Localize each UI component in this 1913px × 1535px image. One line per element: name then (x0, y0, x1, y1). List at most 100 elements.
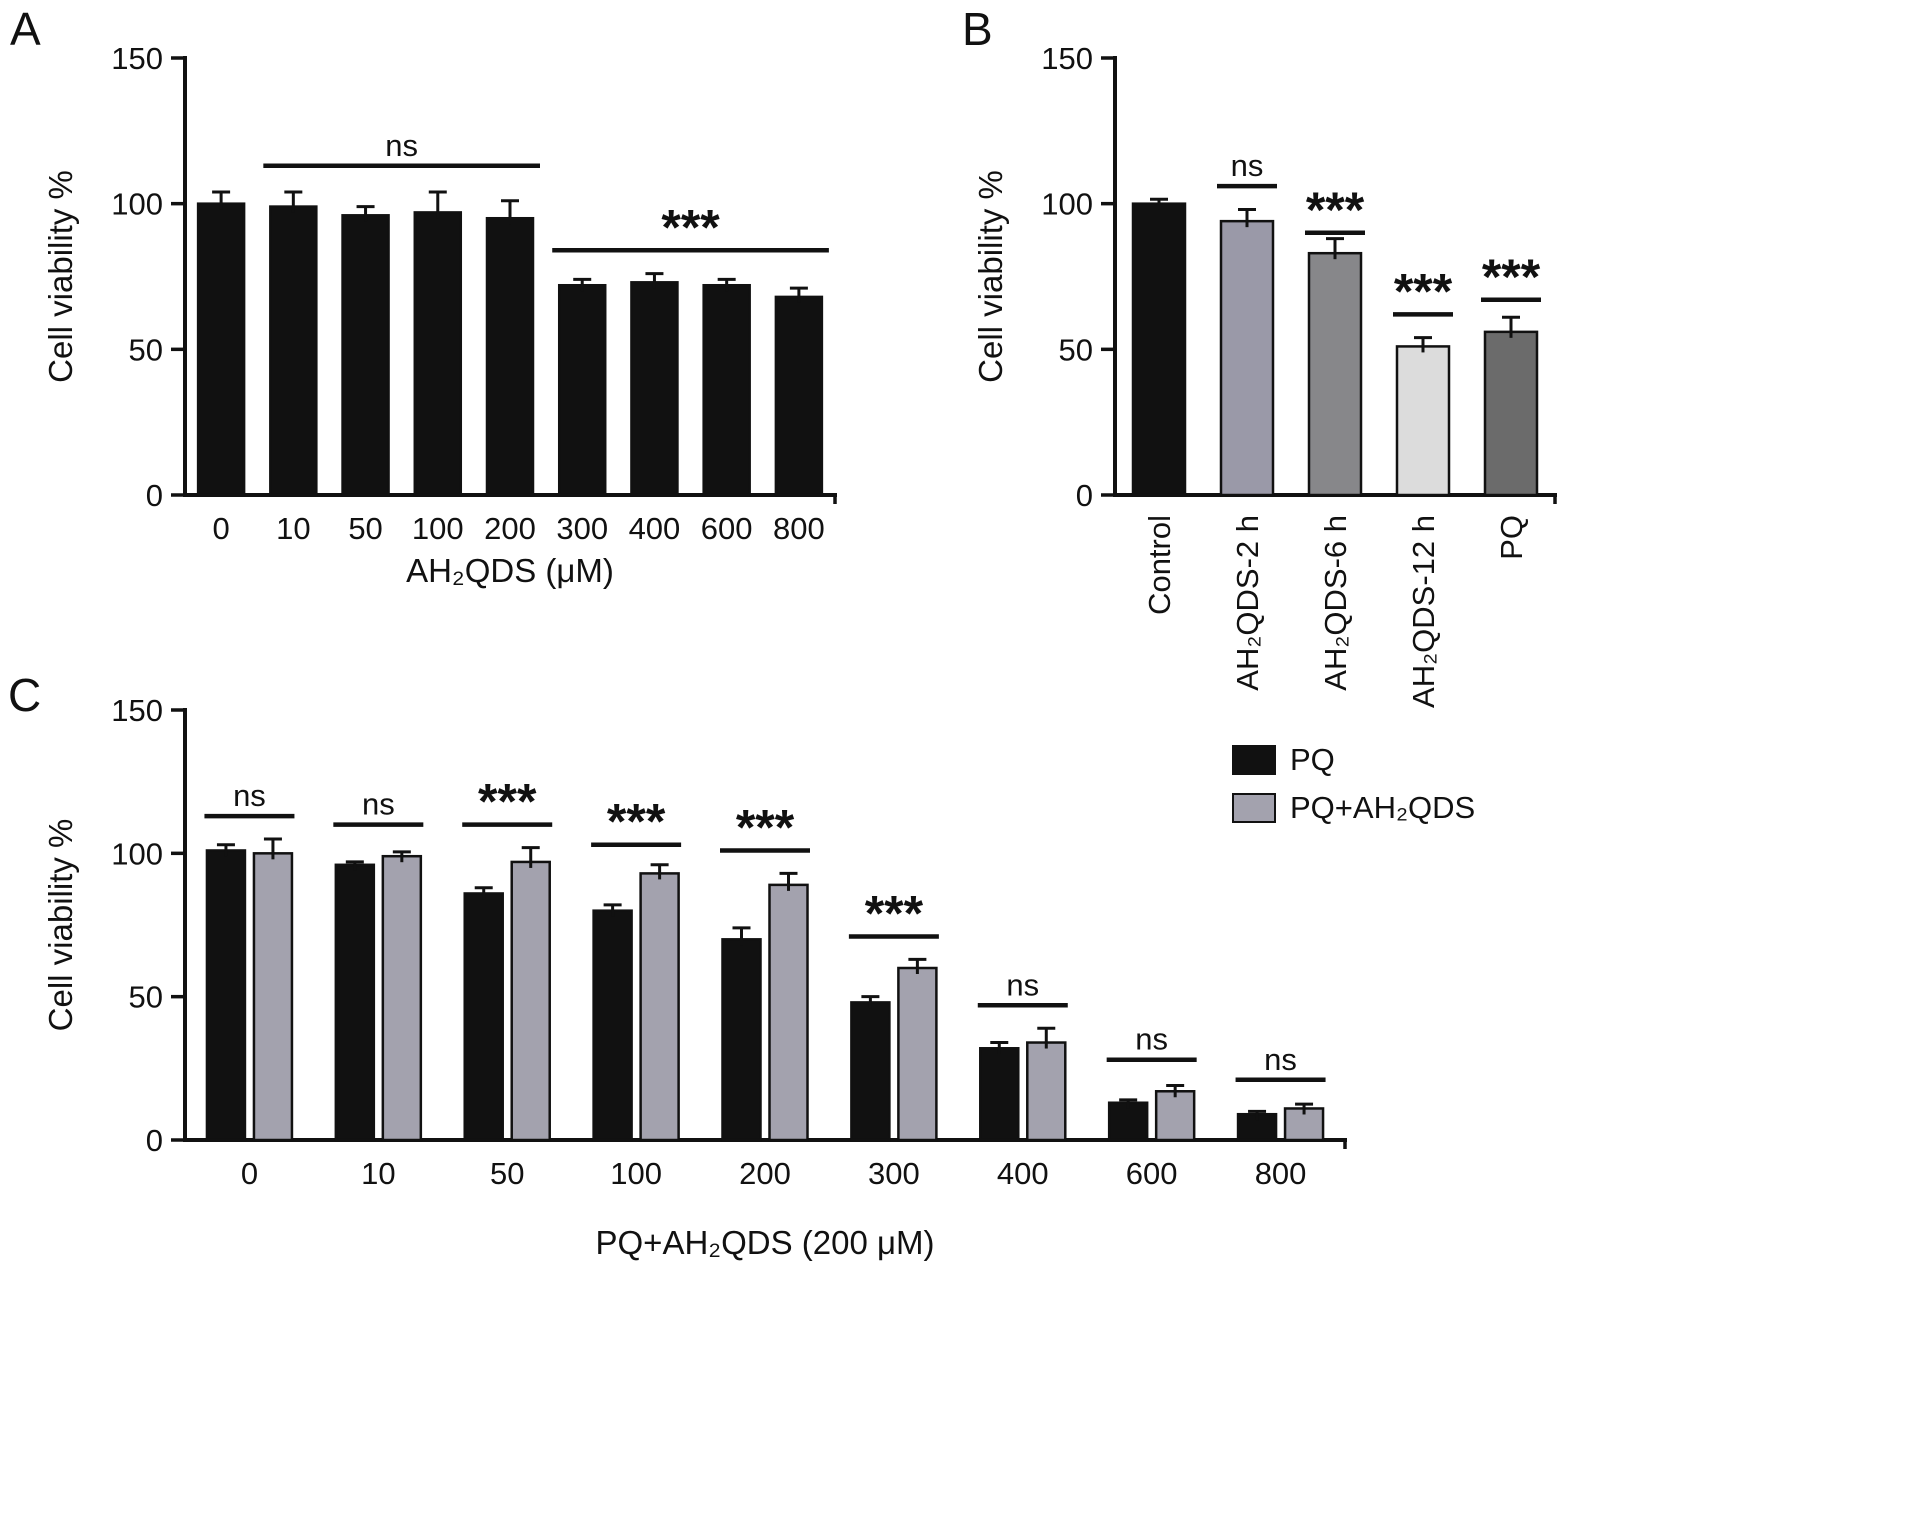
significance-label: ns (1264, 1042, 1297, 1077)
significance-label: *** (1394, 263, 1453, 319)
x-tick-label: 800 (1255, 1156, 1307, 1191)
bar (334, 863, 376, 1142)
x-tick-label: 600 (1126, 1156, 1178, 1191)
x-tick-label: Control (1142, 515, 1177, 615)
significance-label: ns (233, 778, 266, 813)
legend-item-pq-ah2qds: PQ+AH₂QDS (1232, 790, 1475, 826)
chart-panel-a: 0 50 100 150 Cell viability % 0 10 50 100 200 300 4… (42, 41, 837, 589)
y-tick-label: 50 (1059, 332, 1093, 367)
bar (196, 202, 246, 497)
x-tick-label: 600 (701, 511, 753, 546)
y-tick-label: 100 (111, 836, 163, 871)
y-tick-label: 0 (1076, 478, 1093, 513)
y-tick-label: 150 (1041, 41, 1093, 76)
y-tick-label: 50 (129, 980, 163, 1015)
bar (1307, 251, 1363, 497)
x-tick-label: 300 (868, 1156, 920, 1191)
chart-panel-c: 0 50 100 150 Cell viability % 0 10 50 100 200 300 4… (42, 693, 1347, 1261)
x-tick-label: 50 (490, 1156, 524, 1191)
significance-label: *** (1482, 249, 1541, 305)
x-tick-label: 100 (412, 511, 464, 546)
y-axis-label: Cell viability % (42, 819, 79, 1032)
bar (485, 216, 535, 497)
bar (592, 909, 633, 1142)
bar (979, 1047, 1020, 1142)
x-tick-label: 800 (773, 511, 825, 546)
y-tick-label: 150 (111, 41, 163, 76)
significance-label: *** (865, 885, 924, 941)
bar (381, 854, 423, 1142)
panel-label-c: C (8, 669, 42, 721)
panel-label-b: B (962, 3, 993, 55)
chart-panel-b: 0 50 100 150 Cell viability % Control AH₂QDS-2… (972, 41, 1557, 708)
panel-label-a: A (10, 3, 41, 55)
plot-area: 0 50 100 150 Cell viability % 0 10 50 100 200 300 4… (42, 693, 1347, 1261)
legend-item-pq: PQ (1232, 742, 1475, 778)
bar (630, 281, 679, 497)
bar (269, 205, 318, 497)
bar (1026, 1041, 1067, 1142)
significance-label: *** (478, 774, 537, 830)
bar (721, 938, 762, 1142)
bar (702, 283, 751, 497)
significance-label: ns (362, 787, 395, 822)
legend: PQ PQ+AH₂QDS (1232, 742, 1475, 826)
significance-label: *** (736, 799, 795, 855)
y-axis-label: Cell viability % (42, 170, 79, 383)
significance-label: ns (385, 128, 418, 163)
legend-label-pq-ah2qds: PQ+AH₂QDS (1290, 790, 1476, 825)
y-tick-label: 0 (146, 478, 163, 513)
bar (639, 872, 680, 1142)
y-axis-label: Cell viability % (972, 170, 1009, 383)
y-tick-label: 100 (111, 187, 163, 222)
plot-area: 0 50 100 150 Cell viability % Control AH₂QDS-2… (972, 41, 1557, 708)
bar (774, 295, 824, 497)
bar (768, 883, 809, 1142)
x-tick-label: 50 (348, 511, 382, 546)
y-tick-label: 50 (129, 332, 163, 367)
significance-label: *** (607, 794, 666, 850)
x-tick-label: AH₂QDS-2 h (1230, 515, 1265, 691)
y-tick-label: 0 (146, 1123, 163, 1158)
bar (1483, 330, 1539, 497)
x-tick-label: 300 (556, 511, 608, 546)
bar (1131, 202, 1187, 497)
x-tick-label: 400 (629, 511, 681, 546)
significance-label: *** (1306, 182, 1365, 238)
x-tick-label: 10 (361, 1156, 395, 1191)
x-tick-label: 200 (739, 1156, 791, 1191)
bar (205, 849, 247, 1142)
bar (897, 966, 938, 1142)
bar (1395, 345, 1451, 497)
significance-label: ns (1231, 148, 1264, 183)
bar (413, 211, 463, 497)
bar (557, 283, 607, 497)
x-tick-label: 0 (212, 511, 229, 546)
x-axis-label: PQ+AH₂QDS (200 μM) (596, 1224, 935, 1261)
significance-label: ns (1135, 1022, 1168, 1057)
x-tick-label: 200 (484, 511, 536, 546)
x-tick-label: 10 (276, 511, 310, 546)
x-axis-label: AH₂QDS (μM) (406, 552, 614, 589)
legend-label-pq: PQ (1290, 742, 1335, 777)
x-tick-label: 100 (610, 1156, 662, 1191)
x-tick-label: AH₂QDS-6 h (1318, 515, 1353, 691)
significance-label: *** (661, 199, 720, 255)
x-tick-label: AH₂QDS-12 h (1406, 515, 1441, 708)
bar (1219, 219, 1275, 497)
bar (252, 852, 294, 1142)
bar (1154, 1090, 1196, 1142)
x-tick-label: 0 (241, 1156, 258, 1191)
y-tick-label: 150 (111, 693, 163, 728)
significance-label: ns (1006, 967, 1039, 1002)
x-tick-label: 400 (997, 1156, 1049, 1191)
bar (463, 892, 504, 1142)
legend-swatch-pq (1232, 745, 1276, 775)
bar (850, 1001, 891, 1142)
y-tick-label: 100 (1041, 187, 1093, 222)
bar (510, 860, 551, 1142)
x-tick-label: PQ (1494, 515, 1529, 560)
bar (341, 214, 390, 497)
plot-area: 0 50 100 150 Cell viability % 0 10 50 100 200 300 4… (42, 41, 837, 589)
